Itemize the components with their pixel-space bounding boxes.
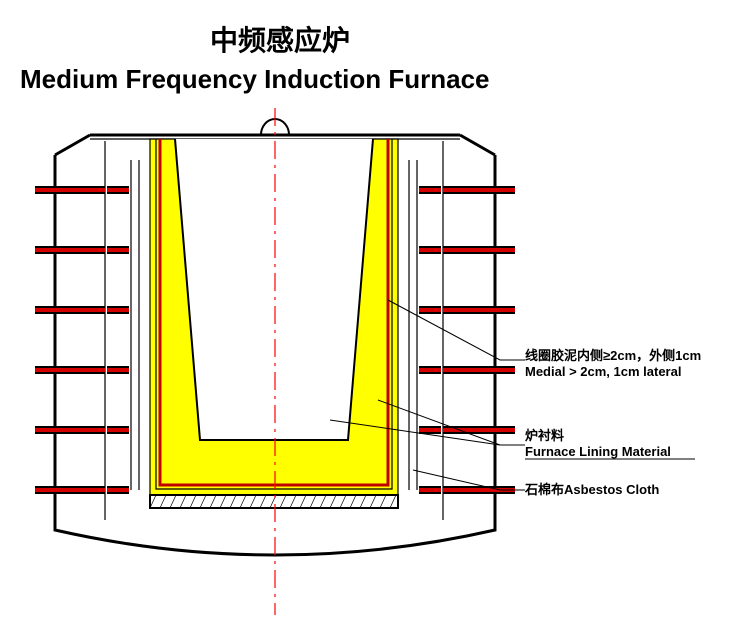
shell-top-right <box>460 135 495 155</box>
hatch <box>360 495 366 508</box>
hatch <box>330 495 336 508</box>
hatch <box>280 495 286 508</box>
hatch <box>180 495 186 508</box>
hatch <box>390 495 396 508</box>
hatch <box>160 495 166 508</box>
title-en: Medium Frequency Induction Furnace <box>20 64 490 94</box>
crucible-cavity <box>175 139 373 440</box>
hatch <box>320 495 326 508</box>
hatch <box>190 495 196 508</box>
hatch <box>250 495 256 508</box>
label-lining-cn: 炉衬料 <box>525 428 564 443</box>
label-asbestos: 石棉布Asbestos Cloth <box>524 482 659 497</box>
label-coil-paste-en: Medial > 2cm, 1cm lateral <box>525 364 681 379</box>
label-coil-paste-cn: 线圈胶泥内侧≥2cm，外侧1cm <box>525 348 701 363</box>
shell-top-left <box>55 135 90 155</box>
hatch <box>370 495 376 508</box>
hatch <box>260 495 266 508</box>
hatch <box>290 495 296 508</box>
hatch <box>220 495 226 508</box>
hatch <box>200 495 206 508</box>
hatch <box>240 495 246 508</box>
label-lining-en: Furnace Lining Material <box>525 444 671 459</box>
hatch <box>380 495 386 508</box>
hatch <box>310 495 316 508</box>
hatch <box>230 495 236 508</box>
hatch <box>300 495 306 508</box>
hatch <box>350 495 356 508</box>
hatch <box>170 495 176 508</box>
title-cn: 中频感应炉 <box>210 24 350 56</box>
hatch <box>340 495 346 508</box>
hatch <box>210 495 216 508</box>
